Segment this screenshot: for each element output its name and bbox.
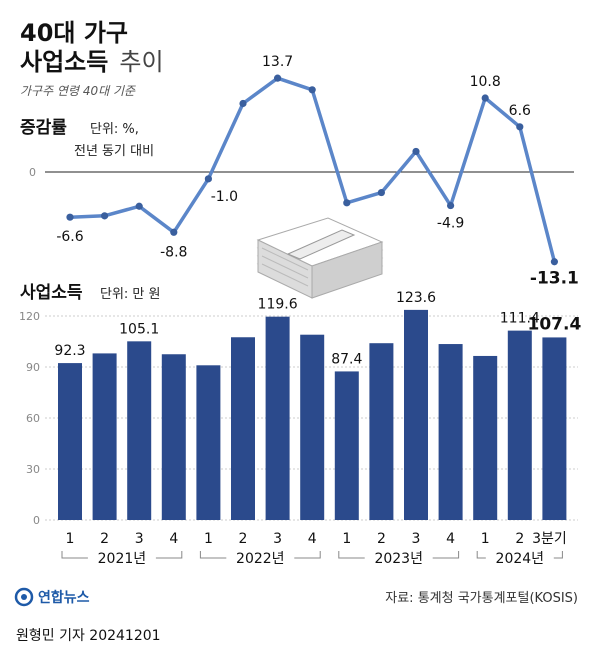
line-point	[66, 213, 74, 221]
bar	[438, 344, 463, 520]
year-label: 2021년	[98, 551, 147, 567]
bar	[473, 355, 498, 520]
bar	[92, 353, 117, 520]
bar-data-label: 92.3	[54, 343, 85, 359]
year-bracket	[476, 551, 486, 559]
bar-x-tick: 1	[342, 531, 351, 547]
bar-x-tick: 4	[446, 531, 455, 547]
line-data-label: -6.6	[56, 229, 83, 245]
bar	[58, 363, 82, 520]
line-point	[135, 202, 143, 210]
bar-data-label: 105.1	[119, 321, 159, 337]
bar-data-label: 107.4	[528, 314, 582, 334]
bar	[369, 343, 394, 520]
line-data-label: -8.8	[160, 244, 187, 260]
line-chart-unit-line2: 전년 동기 대비	[74, 144, 154, 159]
line-chart-zero-label: 0	[29, 166, 36, 179]
bar-data-label: 87.4	[331, 351, 362, 367]
line-data-label: 13.7	[262, 54, 293, 70]
year-label: 2023년	[374, 551, 423, 567]
year-label: 2022년	[236, 551, 285, 567]
line-chart: -6.6 -8.8 -1.0 13.7 -4.9 10.8 6.6 -13.1	[56, 54, 579, 289]
credit-line: 원형민 기자 20241201	[16, 628, 161, 644]
line-point	[377, 188, 385, 197]
bar-y-tick: 90	[26, 361, 40, 374]
year-bracket	[553, 551, 563, 559]
line-point	[170, 228, 178, 236]
year-label: 2024년	[496, 551, 545, 567]
bar-x-tick: 3	[273, 531, 282, 547]
bar-x-tick: 4	[169, 531, 178, 547]
year-bracket	[338, 551, 365, 559]
bar-x-tick: 1	[66, 531, 75, 547]
line-point	[204, 175, 212, 183]
line-data-label: -13.1	[530, 269, 579, 289]
bar-data-label: 123.6	[396, 290, 436, 306]
bar	[161, 354, 186, 520]
bar	[300, 334, 325, 520]
bar-y-tick: 60	[26, 412, 40, 425]
title-line2-bold: 사업소득	[20, 48, 108, 76]
line-chart-unit-line1: 단위: %,	[90, 122, 139, 137]
year-bracket	[294, 551, 321, 559]
bar-chart: 0 30 60 90 120 92.3 105.1 119.6 87.4 123.6 111.410…	[19, 290, 581, 567]
bar-x-tick: 3	[135, 531, 144, 547]
bar-x-tick: 2	[239, 531, 248, 547]
bar-x-tick: 2	[515, 531, 524, 547]
yonhap-logo-icon	[14, 587, 34, 607]
line-data-label: 6.6	[509, 103, 531, 119]
bar	[334, 371, 359, 520]
year-bracket	[155, 551, 183, 559]
line-data-label: -4.9	[437, 216, 464, 232]
bar	[404, 309, 428, 520]
line-point	[481, 94, 489, 102]
line-point	[516, 123, 524, 131]
money-stack-icon	[256, 217, 384, 299]
bar-x-tick: 3분기	[532, 531, 567, 547]
bar-y-tick: 120	[19, 310, 40, 323]
title-line2: 사업소득 추이	[20, 48, 164, 76]
bar-x-tick: 4	[308, 531, 317, 547]
bar-chart-unit: 단위: 만 원	[100, 287, 161, 302]
bar-x-tick: 2	[377, 531, 386, 547]
bar-x-tick: 2	[100, 531, 109, 547]
line-point	[343, 199, 351, 207]
line-point	[447, 201, 455, 210]
line-data-label: -1.0	[211, 189, 238, 205]
bar-data-label: 111.4	[500, 311, 540, 327]
line-point	[101, 212, 109, 220]
bar-x-tick: 3	[412, 531, 421, 547]
bar	[196, 365, 221, 520]
year-bracket	[199, 551, 227, 559]
title-line2-light: 추이	[119, 48, 163, 76]
bar	[542, 337, 567, 520]
year-bracket	[61, 551, 88, 559]
source-note: 자료: 통계청 국가통계포털(KOSIS)	[385, 591, 578, 606]
bar-x-tick: 1	[204, 531, 213, 547]
yonhap-logo-text: 연합뉴스	[38, 589, 90, 606]
bar-y-tick: 0	[33, 514, 40, 527]
yonhap-logo: 연합뉴스	[14, 587, 90, 607]
bar-x-tick: 1	[481, 531, 490, 547]
bar-chart-title: 사업소득	[20, 283, 83, 303]
line-point	[274, 74, 282, 82]
bar	[507, 330, 532, 520]
bar-y-tick: 30	[26, 463, 40, 476]
line-point	[412, 147, 420, 156]
line-point	[550, 258, 559, 266]
year-bracket	[432, 551, 460, 559]
line-data-label: 10.8	[470, 74, 501, 90]
title-line1: 40대 가구	[20, 19, 128, 47]
bar-data-label: 119.6	[258, 297, 298, 313]
bar	[127, 341, 152, 520]
line-point	[239, 99, 247, 108]
subtitle: 가구주 연령 40대 기준	[20, 84, 136, 98]
line-chart-title: 증감률	[20, 118, 67, 138]
bar	[231, 337, 255, 520]
line-point	[308, 86, 316, 94]
bar	[265, 316, 290, 520]
